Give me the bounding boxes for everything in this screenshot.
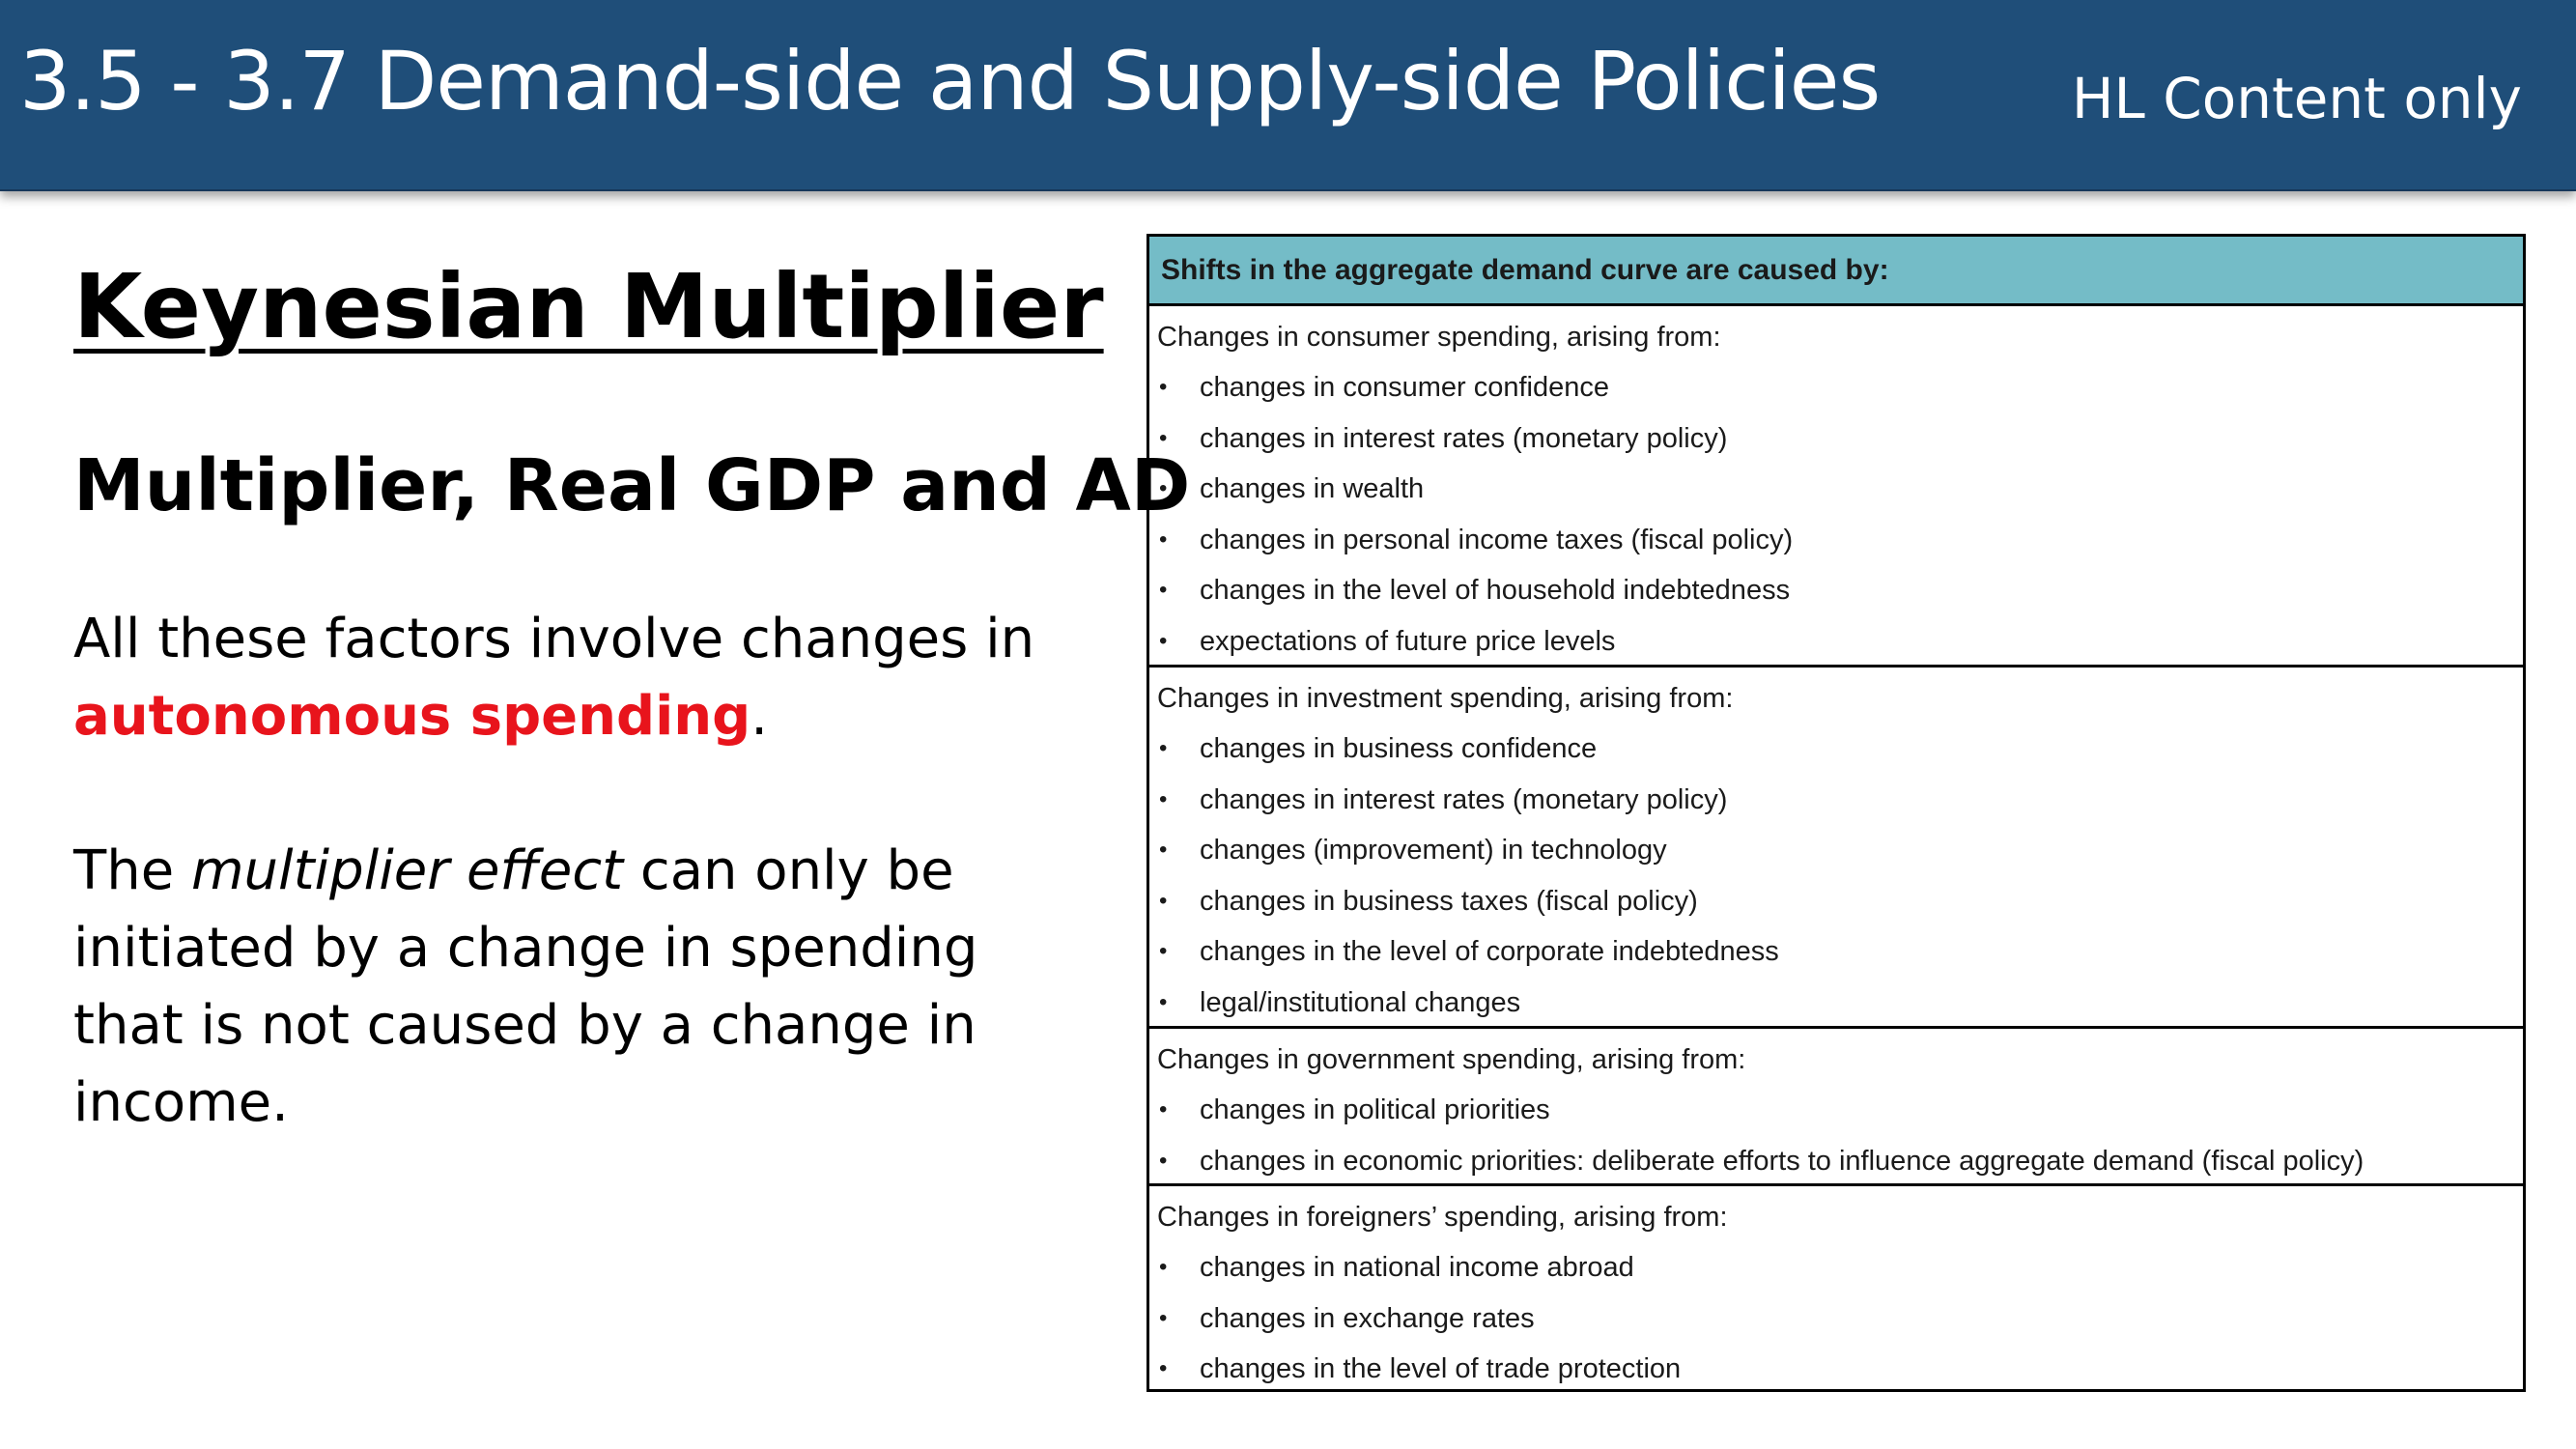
list-item: • changes (improvement) in technology	[1149, 825, 2523, 876]
list-item-text: changes (improvement) in technology	[1200, 835, 1667, 867]
bullet-icon: •	[1159, 424, 1168, 451]
list-item: • changes in political priorities	[1149, 1085, 2523, 1136]
ad-shifts-table: Shifts in the aggregate demand curve are…	[1146, 234, 2526, 1392]
list-item: • expectations of future price levels	[1149, 616, 2523, 668]
section-title: Changes in investment spending, arising …	[1157, 683, 1734, 714]
bullet-icon: •	[1159, 475, 1168, 502]
list-item: • changes in interest rates (monetary pol…	[1149, 413, 2523, 465]
table-section-foreign: Changes in foreigners’ spending, arising…	[1149, 1186, 2523, 1392]
bullet-icon: •	[1159, 374, 1168, 400]
list-item-text: changes in the level of trade protection	[1200, 1353, 1682, 1385]
paragraph-multiplier-effect: The multiplier effect can only be initia…	[73, 833, 1097, 1142]
list-item-text: changes in the level of household indebt…	[1200, 575, 1791, 607]
list-item-text: changes in interest rates (monetary poli…	[1200, 422, 1728, 454]
main-heading: Keynesian Multiplier	[73, 255, 1104, 358]
bullet-icon: •	[1159, 1355, 1168, 1382]
list-item: • changes in the level of household indeb…	[1149, 565, 2523, 616]
bullet-icon: •	[1159, 887, 1168, 914]
list-item: • changes in the level of trade protectio…	[1149, 1344, 2523, 1395]
list-item-text: changes in business confidence	[1200, 733, 1598, 764]
list-item-text: changes in the level of corporate indebt…	[1200, 936, 1779, 968]
list-item: • changes in exchange rates	[1149, 1293, 2523, 1345]
section-title: Changes in government spending, arising …	[1157, 1044, 1746, 1075]
list-item-text: changes in economic priorities: delibera…	[1200, 1145, 2364, 1177]
list-item-text: changes in exchange rates	[1200, 1302, 1535, 1334]
hl-content-label: HL Content only	[2071, 66, 2522, 131]
list-item-text: changes in interest rates (monetary poli…	[1200, 783, 1728, 815]
list-item: • changes in consumer confidence	[1149, 362, 2523, 413]
sub-heading: Multiplier, Real GDP and AD	[73, 444, 1191, 527]
table-section-investment: Changes in investment spending, arising …	[1149, 668, 2523, 1029]
para1-period: .	[750, 685, 769, 748]
list-item: • changes in business taxes (fiscal polic…	[1149, 876, 2523, 927]
list-item: • changes in the level of corporate indeb…	[1149, 926, 2523, 978]
list-item: • changes in business confidence	[1149, 724, 2523, 775]
list-item-text: changes in wealth	[1200, 473, 1425, 505]
para2-text-end: can only be initiated by a change in spe…	[73, 839, 978, 1134]
list-item: • changes in personal income taxes (fisca…	[1149, 515, 2523, 566]
list-item-text: changes in business taxes (fiscal policy…	[1200, 885, 1698, 917]
bullet-icon: •	[1159, 1304, 1168, 1331]
bullet-icon: •	[1159, 785, 1168, 812]
table-section-consumer: Changes in consumer spending, arising fr…	[1149, 306, 2523, 668]
list-item-text: changes in national income abroad	[1200, 1252, 1634, 1283]
section-title: Changes in consumer spending, arising fr…	[1157, 322, 1721, 353]
multiplier-effect-italic: multiplier effect	[190, 839, 624, 902]
list-item: • changes in interest rates (monetary pol…	[1149, 775, 2523, 826]
bullet-icon: •	[1159, 577, 1168, 604]
bullet-icon: •	[1159, 1147, 1168, 1174]
bullet-icon: •	[1159, 938, 1168, 965]
paragraph-autonomous-spending: All these factors involve changes in aut…	[73, 601, 1097, 755]
bullet-icon: •	[1159, 1096, 1168, 1122]
list-item-text: changes in consumer confidence	[1200, 372, 1609, 403]
list-item: • changes in wealth	[1149, 464, 2523, 515]
bullet-icon: •	[1159, 1254, 1168, 1280]
slide-title: 3.5 - 3.7 Demand-side and Supply-side Po…	[19, 34, 1881, 128]
section-title: Changes in foreigners’ spending, arising…	[1157, 1202, 1728, 1233]
bullet-icon: •	[1159, 988, 1168, 1015]
para2-text-start: The	[73, 839, 175, 902]
bullet-icon: •	[1159, 735, 1168, 761]
list-item: • changes in national income abroad	[1149, 1242, 2523, 1293]
bullet-icon: •	[1159, 837, 1168, 864]
table-header: Shifts in the aggregate demand curve are…	[1149, 237, 2523, 306]
table-section-government: Changes in government spending, arising …	[1149, 1029, 2523, 1186]
autonomous-spending-highlight: autonomous spending	[73, 685, 751, 748]
list-item-text: changes in political priorities	[1200, 1094, 1550, 1125]
list-item-text: expectations of future price levels	[1200, 625, 1616, 657]
list-item: • changes in economic priorities: deliber…	[1149, 1136, 2523, 1187]
list-item: • legal/institutional changes	[1149, 978, 2523, 1029]
list-item-text: legal/institutional changes	[1200, 986, 1521, 1018]
bullet-icon: •	[1159, 627, 1168, 654]
para1-text: All these factors involve changes in	[73, 608, 1035, 670]
bullet-icon: •	[1159, 526, 1168, 553]
list-item-text: changes in personal income taxes (fiscal…	[1200, 524, 1794, 555]
title-bar: 3.5 - 3.7 Demand-side and Supply-side Po…	[0, 0, 2576, 191]
